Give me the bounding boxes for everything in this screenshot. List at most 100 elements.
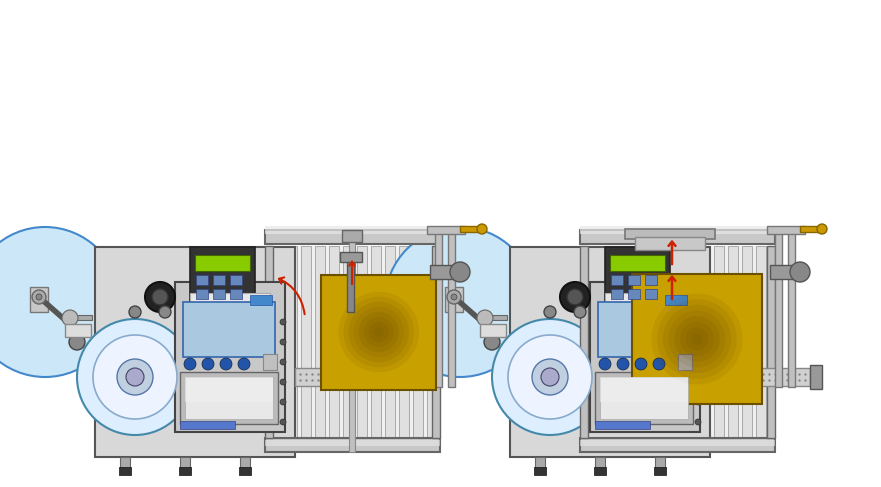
Bar <box>432 246 440 438</box>
Bar <box>628 275 640 285</box>
Circle shape <box>451 294 457 300</box>
Bar <box>427 226 465 234</box>
Circle shape <box>353 307 403 357</box>
Circle shape <box>617 358 629 370</box>
Circle shape <box>695 359 701 365</box>
Bar <box>594 467 606 475</box>
Bar <box>180 372 278 424</box>
Circle shape <box>560 282 590 312</box>
Bar <box>534 467 546 475</box>
Circle shape <box>145 282 175 312</box>
Circle shape <box>202 358 214 370</box>
Bar <box>190 247 255 307</box>
Bar <box>616 246 626 438</box>
Circle shape <box>695 379 701 385</box>
Circle shape <box>338 292 419 372</box>
Bar <box>265 226 440 234</box>
Circle shape <box>477 310 493 326</box>
Circle shape <box>492 319 608 435</box>
Bar <box>295 368 395 386</box>
Bar <box>230 289 242 299</box>
Circle shape <box>93 335 177 419</box>
Bar <box>95 247 295 457</box>
Bar <box>395 365 407 389</box>
Bar <box>588 246 767 438</box>
Bar <box>179 467 191 475</box>
Bar <box>322 275 436 390</box>
Bar <box>342 230 362 242</box>
Bar <box>700 246 710 438</box>
Circle shape <box>32 290 46 304</box>
Bar <box>742 246 752 438</box>
Circle shape <box>280 319 286 325</box>
Bar <box>775 229 782 387</box>
Bar <box>635 237 705 250</box>
Bar <box>590 282 700 432</box>
Bar <box>180 421 235 429</box>
Bar <box>630 246 640 438</box>
Bar <box>480 324 506 337</box>
Bar <box>213 275 225 285</box>
Bar <box>240 457 250 469</box>
Bar <box>196 289 208 299</box>
Circle shape <box>126 368 144 386</box>
Bar <box>119 467 131 475</box>
Bar <box>70 315 92 320</box>
Circle shape <box>62 310 78 326</box>
Circle shape <box>692 333 703 345</box>
Bar <box>800 226 822 232</box>
Bar <box>767 246 775 438</box>
Bar <box>605 247 670 307</box>
Bar <box>180 457 190 469</box>
Bar <box>756 246 766 438</box>
Bar <box>645 289 657 299</box>
Bar <box>460 226 482 232</box>
Bar <box>448 229 455 387</box>
Circle shape <box>484 334 500 350</box>
Circle shape <box>790 262 810 282</box>
Bar <box>265 246 273 438</box>
Bar <box>329 246 339 438</box>
Bar <box>175 282 285 432</box>
Circle shape <box>695 339 701 345</box>
Circle shape <box>544 306 556 318</box>
Bar <box>185 377 273 402</box>
Bar <box>205 305 220 317</box>
Bar <box>611 275 623 285</box>
Circle shape <box>685 328 708 350</box>
Circle shape <box>159 306 171 318</box>
Bar <box>195 255 250 271</box>
Bar <box>301 246 311 438</box>
Bar <box>580 246 588 438</box>
Bar <box>605 293 685 307</box>
Bar <box>340 252 362 262</box>
Bar <box>770 265 805 279</box>
Circle shape <box>574 306 586 318</box>
Bar <box>265 440 440 446</box>
Circle shape <box>652 294 743 385</box>
Circle shape <box>695 399 701 405</box>
Bar <box>265 438 440 452</box>
Circle shape <box>220 358 232 370</box>
Circle shape <box>368 322 389 342</box>
Circle shape <box>663 305 731 373</box>
Circle shape <box>817 224 827 234</box>
Bar <box>620 305 635 317</box>
Bar <box>427 246 437 438</box>
Bar <box>580 440 775 446</box>
Circle shape <box>599 358 611 370</box>
Bar <box>580 226 775 234</box>
Circle shape <box>567 289 583 305</box>
Bar <box>315 246 325 438</box>
Circle shape <box>374 327 384 337</box>
Bar <box>185 377 273 419</box>
Bar <box>263 354 277 370</box>
Circle shape <box>657 299 737 379</box>
Bar <box>714 246 724 438</box>
Bar <box>265 230 440 244</box>
Circle shape <box>280 379 286 385</box>
Bar <box>349 232 355 452</box>
Bar <box>644 246 654 438</box>
Bar <box>413 246 423 438</box>
Circle shape <box>541 368 559 386</box>
